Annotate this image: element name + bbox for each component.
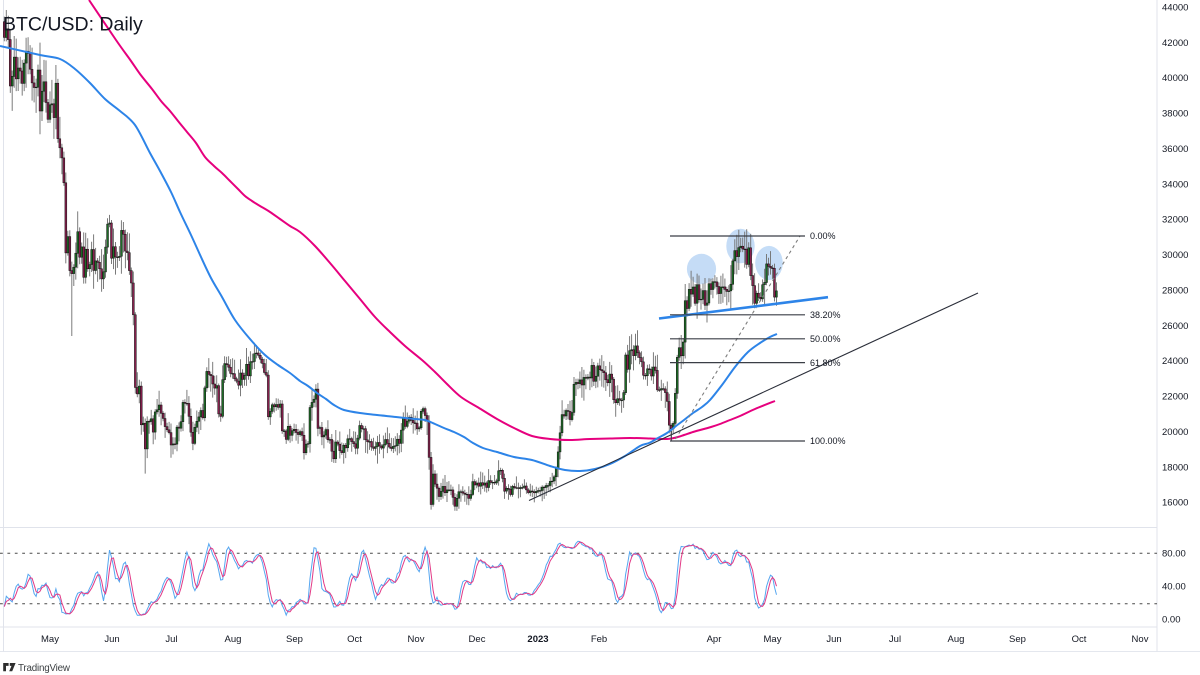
svg-text:32000: 32000 — [1162, 215, 1188, 226]
svg-text:TradingView: TradingView — [18, 663, 71, 674]
svg-text:38000: 38000 — [1162, 109, 1188, 120]
svg-text:Oct: Oct — [1072, 634, 1087, 645]
svg-text:42000: 42000 — [1162, 38, 1188, 49]
svg-text:34000: 34000 — [1162, 179, 1188, 190]
svg-text:Sep: Sep — [286, 634, 303, 645]
svg-text:0.00: 0.00 — [1162, 615, 1181, 626]
svg-text:Sep: Sep — [1009, 634, 1026, 645]
svg-text:30000: 30000 — [1162, 250, 1188, 261]
svg-text:2023: 2023 — [527, 634, 548, 645]
svg-text:Dec: Dec — [469, 634, 486, 645]
svg-text:80.00: 80.00 — [1162, 549, 1186, 560]
svg-text:61.80%: 61.80% — [810, 358, 841, 368]
svg-text:36000: 36000 — [1162, 144, 1188, 155]
svg-text:0.00%: 0.00% — [810, 231, 836, 241]
svg-text:28000: 28000 — [1162, 285, 1188, 296]
svg-text:BTC/USD: Daily: BTC/USD: Daily — [3, 14, 143, 36]
svg-text:20000: 20000 — [1162, 427, 1188, 438]
svg-text:40.00: 40.00 — [1162, 582, 1186, 593]
svg-text:Jun: Jun — [826, 634, 841, 645]
svg-text:Oct: Oct — [347, 634, 362, 645]
svg-text:Nov: Nov — [1132, 634, 1149, 645]
svg-text:Aug: Aug — [225, 634, 242, 645]
svg-text:26000: 26000 — [1162, 321, 1188, 332]
svg-text:Aug: Aug — [948, 634, 965, 645]
svg-text:22000: 22000 — [1162, 392, 1188, 403]
svg-text:May: May — [41, 634, 59, 645]
svg-text:16000: 16000 — [1162, 498, 1188, 509]
svg-text:May: May — [764, 634, 782, 645]
svg-text:44000: 44000 — [1162, 2, 1188, 13]
svg-text:50.00%: 50.00% — [810, 334, 841, 344]
svg-text:Jun: Jun — [104, 634, 119, 645]
svg-text:38.20%: 38.20% — [810, 310, 841, 320]
svg-text:Jul: Jul — [165, 634, 177, 645]
svg-text:Apr: Apr — [707, 634, 722, 645]
svg-text:18000: 18000 — [1162, 462, 1188, 473]
svg-text:40000: 40000 — [1162, 73, 1188, 84]
svg-text:Nov: Nov — [408, 634, 425, 645]
svg-text:24000: 24000 — [1162, 356, 1188, 367]
svg-text:Jul: Jul — [889, 634, 901, 645]
svg-text:100.00%: 100.00% — [810, 436, 846, 446]
svg-text:Feb: Feb — [591, 634, 607, 645]
